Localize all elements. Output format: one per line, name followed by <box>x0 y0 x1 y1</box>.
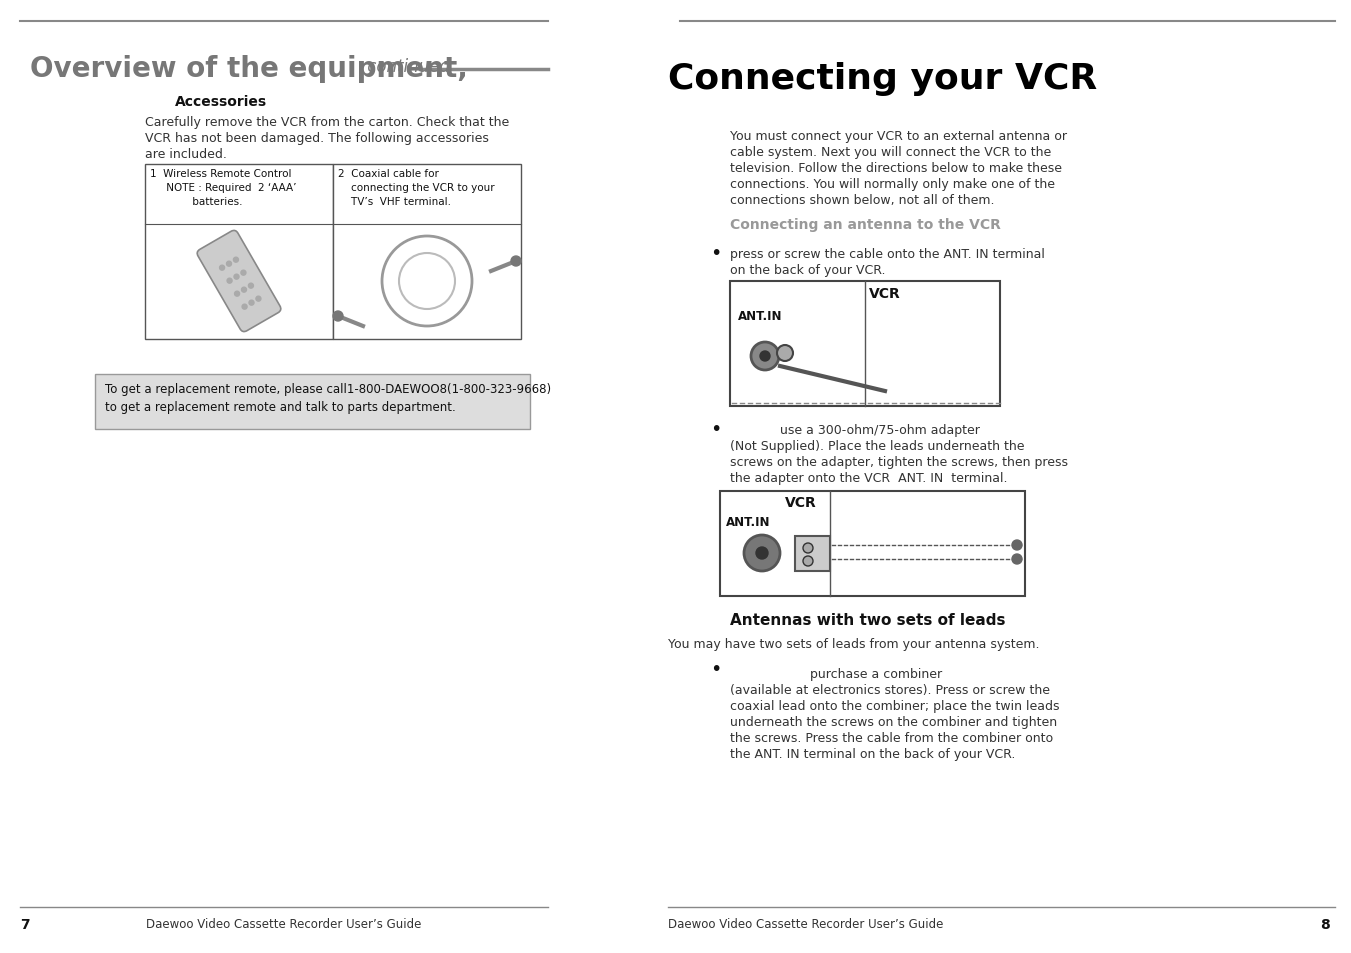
Text: •: • <box>711 419 721 438</box>
Text: Daewoo Video Cassette Recorder User’s Guide: Daewoo Video Cassette Recorder User’s Gu… <box>667 917 943 930</box>
Text: Antennas with two sets of leads: Antennas with two sets of leads <box>730 613 1005 627</box>
Text: connections. You will normally only make one of the: connections. You will normally only make… <box>730 178 1055 191</box>
Text: TV’s  VHF terminal.: TV’s VHF terminal. <box>338 196 451 207</box>
Circle shape <box>1012 540 1021 551</box>
Bar <box>332 165 521 339</box>
Text: You must connect your VCR to an external antenna or: You must connect your VCR to an external… <box>730 130 1067 143</box>
Text: use a 300-ohm/75-ohm adapter: use a 300-ohm/75-ohm adapter <box>780 423 979 436</box>
Circle shape <box>242 305 247 310</box>
Circle shape <box>255 296 261 302</box>
Circle shape <box>757 547 767 559</box>
Text: You may have two sets of leads from your antenna system.: You may have two sets of leads from your… <box>667 638 1039 650</box>
Circle shape <box>242 288 246 293</box>
Text: Connecting your VCR: Connecting your VCR <box>667 62 1097 96</box>
Circle shape <box>802 557 813 566</box>
Bar <box>730 282 1000 407</box>
Text: ANT.IN: ANT.IN <box>738 310 782 323</box>
Text: 8: 8 <box>1320 917 1329 931</box>
Circle shape <box>234 274 239 280</box>
Text: batteries.: batteries. <box>150 196 242 207</box>
Text: VCR: VCR <box>785 496 817 510</box>
Circle shape <box>802 543 813 554</box>
Circle shape <box>1012 555 1021 564</box>
Text: (available at electronics stores). Press or screw the: (available at electronics stores). Press… <box>730 683 1050 697</box>
Text: screws on the adapter, tighten the screws, then press: screws on the adapter, tighten the screw… <box>730 456 1069 469</box>
Text: Connecting an antenna to the VCR: Connecting an antenna to the VCR <box>730 218 1001 232</box>
Bar <box>145 165 332 339</box>
Circle shape <box>249 301 254 306</box>
Text: 7: 7 <box>20 917 30 931</box>
Text: VCR: VCR <box>869 287 901 301</box>
Circle shape <box>511 256 521 267</box>
Text: underneath the screws on the combiner and tighten: underneath the screws on the combiner an… <box>730 716 1056 728</box>
Text: ANT.IN: ANT.IN <box>725 516 770 529</box>
Text: Carefully remove the VCR from the carton. Check that the: Carefully remove the VCR from the carton… <box>145 116 509 129</box>
Circle shape <box>227 262 231 267</box>
FancyBboxPatch shape <box>197 232 281 333</box>
Circle shape <box>332 312 343 322</box>
Text: Accessories: Accessories <box>176 95 267 109</box>
Text: 1  Wireless Remote Control: 1 Wireless Remote Control <box>150 169 292 179</box>
Text: television. Follow the directions below to make these: television. Follow the directions below … <box>730 162 1062 174</box>
Circle shape <box>744 536 780 572</box>
Circle shape <box>234 258 238 263</box>
Text: •: • <box>711 244 721 263</box>
Text: (Not Supplied). Place the leads underneath the: (Not Supplied). Place the leads undernea… <box>730 439 1024 453</box>
Text: are included.: are included. <box>145 148 227 161</box>
Text: press or screw the cable onto the ANT. IN terminal: press or screw the cable onto the ANT. I… <box>730 248 1044 261</box>
Text: Overview of the equipment,: Overview of the equipment, <box>30 55 467 83</box>
Text: Daewoo Video Cassette Recorder User’s Guide: Daewoo Video Cassette Recorder User’s Gu… <box>146 917 422 930</box>
Text: purchase a combiner: purchase a combiner <box>811 667 942 680</box>
Text: the ANT. IN terminal on the back of your VCR.: the ANT. IN terminal on the back of your… <box>730 747 1016 760</box>
Text: the screws. Press the cable from the combiner onto: the screws. Press the cable from the com… <box>730 731 1054 744</box>
Bar <box>720 492 1025 597</box>
Text: 2  Coaxial cable for: 2 Coaxial cable for <box>338 169 439 179</box>
Text: VCR has not been damaged. The following accessories: VCR has not been damaged. The following … <box>145 132 489 145</box>
Circle shape <box>761 352 770 361</box>
Text: on the back of your VCR.: on the back of your VCR. <box>730 264 885 276</box>
Circle shape <box>777 346 793 361</box>
Text: connecting the VCR to your: connecting the VCR to your <box>338 183 494 193</box>
Text: the adapter onto the VCR  ANT. IN  terminal.: the adapter onto the VCR ANT. IN termina… <box>730 472 1008 484</box>
Text: coaxial lead onto the combiner; place the twin leads: coaxial lead onto the combiner; place th… <box>730 700 1059 712</box>
Text: to get a replacement remote and talk to parts department.: to get a replacement remote and talk to … <box>105 400 455 414</box>
Circle shape <box>751 343 780 371</box>
Circle shape <box>227 279 232 284</box>
Text: continued: continued <box>362 58 450 76</box>
Text: NOTE : Required  2 ‘AAA’: NOTE : Required 2 ‘AAA’ <box>150 183 296 193</box>
Circle shape <box>235 292 239 296</box>
Text: •: • <box>711 659 721 679</box>
Circle shape <box>240 271 246 275</box>
Bar <box>95 375 530 430</box>
Bar <box>794 537 830 572</box>
Text: cable system. Next you will connect the VCR to the: cable system. Next you will connect the … <box>730 146 1051 159</box>
Text: To get a replacement remote, please call1-800-DAEWOO8(1-800-323-9668): To get a replacement remote, please call… <box>105 382 551 395</box>
Circle shape <box>249 284 254 289</box>
Text: connections shown below, not all of them.: connections shown below, not all of them… <box>730 193 994 207</box>
Circle shape <box>220 266 224 271</box>
